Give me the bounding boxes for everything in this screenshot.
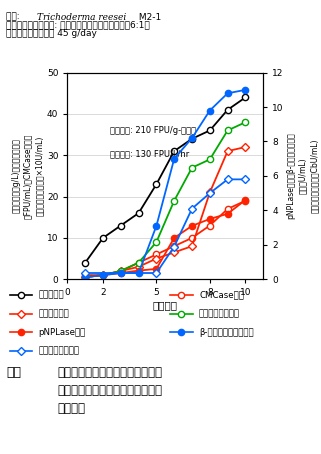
Text: 添加糖質（炭素源）: グルコース＋セロビオース（6:1）: 添加糖質（炭素源）: グルコース＋セロビオース（6:1） (6, 20, 150, 30)
Y-axis label: タンパク質（g/L)、濾紙分解活性
（FPU/mL)、CMCase活性、
キシラナーゼ活性（×10U/mL): タンパク質（g/L)、濾紙分解活性 （FPU/mL)、CMCase活性、 キシラ… (12, 133, 44, 219)
Text: 炭素源添加速度：約 45 g/day: 炭素源添加速度：約 45 g/day (6, 29, 97, 38)
Text: キシラナーゼ活性: キシラナーゼ活性 (199, 309, 240, 318)
Text: 菌株:: 菌株: (6, 13, 23, 22)
Text: CMCase活性: CMCase活性 (199, 291, 244, 300)
Text: 図１: 図１ (6, 366, 22, 379)
Text: 生産効率: 210 FPU/g-炭素源: 生産効率: 210 FPU/g-炭素源 (110, 126, 197, 135)
Y-axis label: pNPLase活性、β-グルコシダーゼ
活性（U/mL)
セロビアーゼ活性（CbU/mL): pNPLase活性、β-グルコシダーゼ 活性（U/mL) セロビアーゼ活性（Cb… (287, 133, 319, 219)
Text: セロビアーゼ活性: セロビアーゼ活性 (39, 347, 80, 355)
Text: タンパク質: タンパク質 (39, 291, 64, 300)
Text: 濾紙分解活性: 濾紙分解活性 (39, 309, 69, 318)
Text: 可溶性基質（グルコース＋セロビ
オース）の連続添加によるセルラ
ーゼ生産: 可溶性基質（グルコース＋セロビ オース）の連続添加によるセルラ ーゼ生産 (58, 366, 163, 415)
Text: M2-1: M2-1 (136, 13, 162, 22)
Text: Trichoderma reesei: Trichoderma reesei (37, 13, 126, 22)
Text: pNPLase活性: pNPLase活性 (39, 328, 86, 337)
Text: 生産速度: 130 FPU/L/hr: 生産速度: 130 FPU/L/hr (110, 149, 190, 158)
X-axis label: 培養日数: 培養日数 (153, 300, 178, 310)
Text: β-グルコシダーゼ活性: β-グルコシダーゼ活性 (199, 328, 254, 337)
